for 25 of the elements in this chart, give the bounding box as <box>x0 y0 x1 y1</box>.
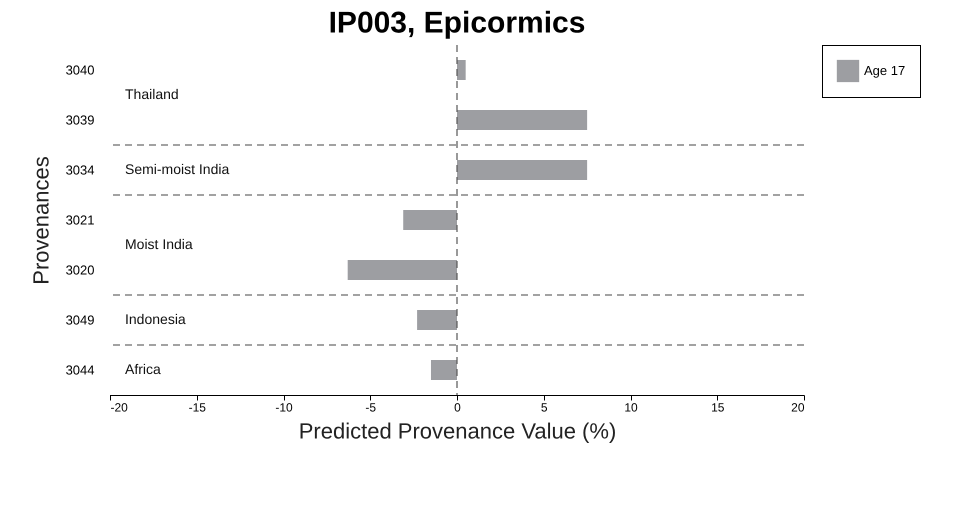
band-label: Thailand <box>125 86 179 102</box>
y-tick-label: 3039 <box>66 112 94 128</box>
x-axis-title: Predicted Provenance Value (%) <box>298 418 616 444</box>
y-tick-label: 3021 <box>66 212 94 228</box>
y-tick-label: 3040 <box>66 62 94 78</box>
band-label: Africa <box>125 361 161 377</box>
x-tick-label: -15 <box>188 400 206 414</box>
band-label: Semi-moist India <box>125 161 230 177</box>
y-tick-label: 3049 <box>66 312 94 328</box>
chart-title: IP003, Epicormics <box>328 6 586 40</box>
band-label: Moist India <box>125 236 193 252</box>
x-tick-label: -5 <box>365 400 376 414</box>
x-tick-label: 5 <box>540 400 548 414</box>
legend-label: Age 17 <box>864 63 906 78</box>
x-tick-label: 15 <box>711 400 725 414</box>
x-tick-label: 0 <box>454 400 462 414</box>
x-tick-label: 20 <box>791 400 805 414</box>
y-tick-label: 3020 <box>66 262 94 278</box>
y-tick-label: 3034 <box>66 162 94 178</box>
band-label: Indonesia <box>125 311 186 327</box>
x-tick-label: -10 <box>275 400 293 414</box>
x-tick-label: 10 <box>624 400 638 414</box>
y-axis-title: Provenances <box>28 156 54 285</box>
x-tick-label: -20 <box>110 400 128 414</box>
y-tick-label: 3044 <box>66 362 94 378</box>
